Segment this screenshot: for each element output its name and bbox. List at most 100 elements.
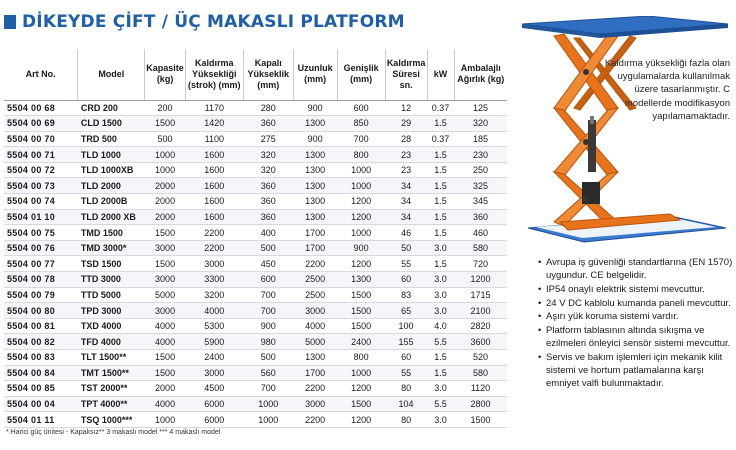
feature-list: Avrupa iş güvenliği standartlarına (EN 1…	[538, 256, 734, 391]
value-cell: 850	[337, 115, 386, 132]
value-cell: 325	[454, 177, 507, 195]
table-row: 5504 00 70 TRD 500 500 1100 275 900 700 28 0.37 1…	[4, 131, 507, 148]
value-cell: 1700	[293, 365, 338, 382]
value-cell: 1600	[185, 177, 244, 195]
value-cell: 360	[243, 209, 294, 226]
value-cell: 80	[385, 411, 428, 428]
art-no-cell: 5504 00 75	[4, 224, 78, 241]
value-cell: 1000	[144, 411, 186, 428]
value-cell: 450	[243, 255, 294, 273]
value-cell: 3000	[185, 255, 244, 273]
value-cell: 1300	[293, 177, 338, 195]
table-row: 5504 00 80 TPD 3000 3000 4000 700 3000 1500 65 3…	[4, 302, 507, 319]
table-row: 5504 00 77 TSD 1500 1500 3000 450 2200 1200 55 1…	[4, 255, 507, 273]
value-cell: 1600	[185, 162, 244, 179]
art-no-cell: 5504 00 78	[4, 271, 78, 288]
value-cell: 1600	[185, 209, 244, 226]
model-cell: TLD 1000	[77, 146, 145, 163]
value-cell: 1.5	[427, 193, 455, 210]
value-cell: 5300	[185, 318, 244, 335]
table-row: 5504 00 83 TLT 1500** 1500 2400 500 1300 800 60…	[4, 349, 507, 366]
value-cell: 700	[337, 131, 386, 148]
table-row: 5504 00 75 TMD 1500 1500 2200 400 1700 1000 46 1…	[4, 224, 507, 241]
value-cell: 0.37	[427, 100, 455, 117]
value-cell: 83	[385, 287, 428, 304]
model-cell: TLD 2000B	[77, 193, 145, 210]
value-cell: 50	[385, 240, 428, 257]
value-cell: 1170	[185, 100, 244, 117]
value-cell: 1715	[454, 287, 507, 304]
value-cell: 4000	[144, 318, 186, 335]
table-row: 5504 00 79 TTD 5000 5000 3200 700 2500 1500 83 3…	[4, 287, 507, 304]
value-cell: 2400	[337, 333, 386, 350]
value-cell: 5.5	[427, 333, 455, 350]
column-header: Art No.	[4, 49, 79, 101]
value-cell: 360	[243, 193, 294, 210]
value-cell: 345	[454, 193, 507, 210]
value-cell: 1120	[454, 380, 507, 397]
art-no-cell: 5504 00 68	[4, 100, 78, 117]
value-cell: 3000	[293, 302, 338, 319]
feature-item: Platform tablasının altında sıkışma ve e…	[538, 324, 734, 350]
value-cell: 500	[243, 240, 294, 257]
value-cell: 3000	[144, 302, 186, 319]
value-cell: 28	[385, 131, 428, 148]
value-cell: 3000	[144, 271, 186, 288]
value-cell: 2000	[144, 177, 186, 195]
table-row: 5504 00 74 TLD 2000B 2000 1600 360 1300 1200 34…	[4, 193, 507, 210]
table-row: 5504 00 76 TMD 3000* 3000 2200 500 1700 900 50 3…	[4, 240, 507, 257]
value-cell: 6000	[185, 411, 244, 428]
value-cell: 2200	[293, 380, 338, 397]
value-cell: 5900	[185, 333, 244, 350]
value-cell: 1500	[144, 349, 186, 366]
table-row: 5504 00 69 CLD 1500 1500 1420 360 1300 850 29 1.…	[4, 115, 507, 132]
model-cell: TSQ 1000***	[77, 411, 145, 428]
value-cell: 900	[243, 318, 294, 335]
value-cell: 1200	[337, 209, 386, 226]
value-cell: 1700	[293, 240, 338, 257]
hydraulic-cylinder	[588, 120, 596, 172]
value-cell: 1500	[337, 287, 386, 304]
value-cell: 1300	[293, 146, 338, 163]
art-no-cell: 5504 00 79	[4, 287, 78, 304]
art-no-cell: 5504 00 77	[4, 255, 78, 273]
value-cell: 600	[337, 100, 386, 117]
art-no-cell: 5504 00 80	[4, 302, 78, 319]
value-cell: 2800	[454, 396, 507, 413]
value-cell: 360	[454, 209, 507, 226]
table-row: 5504 01 10 TLD 2000 XB 2000 1600 360 1300 1200…	[4, 209, 507, 226]
value-cell: 1200	[337, 193, 386, 210]
value-cell: 1500	[144, 365, 186, 382]
value-cell: 6000	[185, 396, 244, 413]
value-cell: 500	[243, 349, 294, 366]
value-cell: 320	[243, 146, 294, 163]
value-cell: 1.5	[427, 209, 455, 226]
title-bar: DİKEYDE ÇİFT / ÜÇ MAKASLI PLATFORM	[4, 12, 405, 32]
art-no-cell: 5504 00 72	[4, 162, 78, 179]
feature-item: 24 V DC kablolu kumanda paneli mevcuttur…	[538, 297, 734, 310]
art-no-cell: 5504 00 81	[4, 318, 78, 335]
column-header: Kapasite (kg)	[144, 49, 186, 101]
value-cell: 4500	[185, 380, 244, 397]
table-header-row: Art No. Model Kapasite (kg) Kaldırma Yüksek…	[4, 49, 507, 101]
value-cell: 1300	[293, 115, 338, 132]
value-cell: 1300	[337, 271, 386, 288]
value-cell: 1700	[293, 224, 338, 241]
table-body: 5504 00 68 CRD 200 200 1170 280 900 600 12 0.37 1…	[4, 100, 507, 428]
value-cell: 3.0	[427, 411, 455, 428]
model-cell: TLT 1500**	[77, 349, 145, 366]
art-no-cell: 5504 00 82	[4, 333, 78, 350]
design-note: Kaldırma yüksekliği fazla olan uygulamal…	[604, 58, 730, 122]
value-cell: 2000	[144, 209, 186, 226]
value-cell: 2820	[454, 318, 507, 335]
model-cell: TMD 3000*	[77, 240, 145, 257]
value-cell: 320	[243, 162, 294, 179]
value-cell: 23	[385, 162, 428, 179]
value-cell: 3.0	[427, 380, 455, 397]
value-cell: 4000	[185, 302, 244, 319]
value-cell: 34	[385, 177, 428, 195]
value-cell: 23	[385, 146, 428, 163]
column-header: Kapalı Yükseklik (mm)	[243, 49, 294, 101]
art-no-cell: 5504 00 74	[4, 193, 78, 210]
value-cell: 2200	[185, 224, 244, 241]
